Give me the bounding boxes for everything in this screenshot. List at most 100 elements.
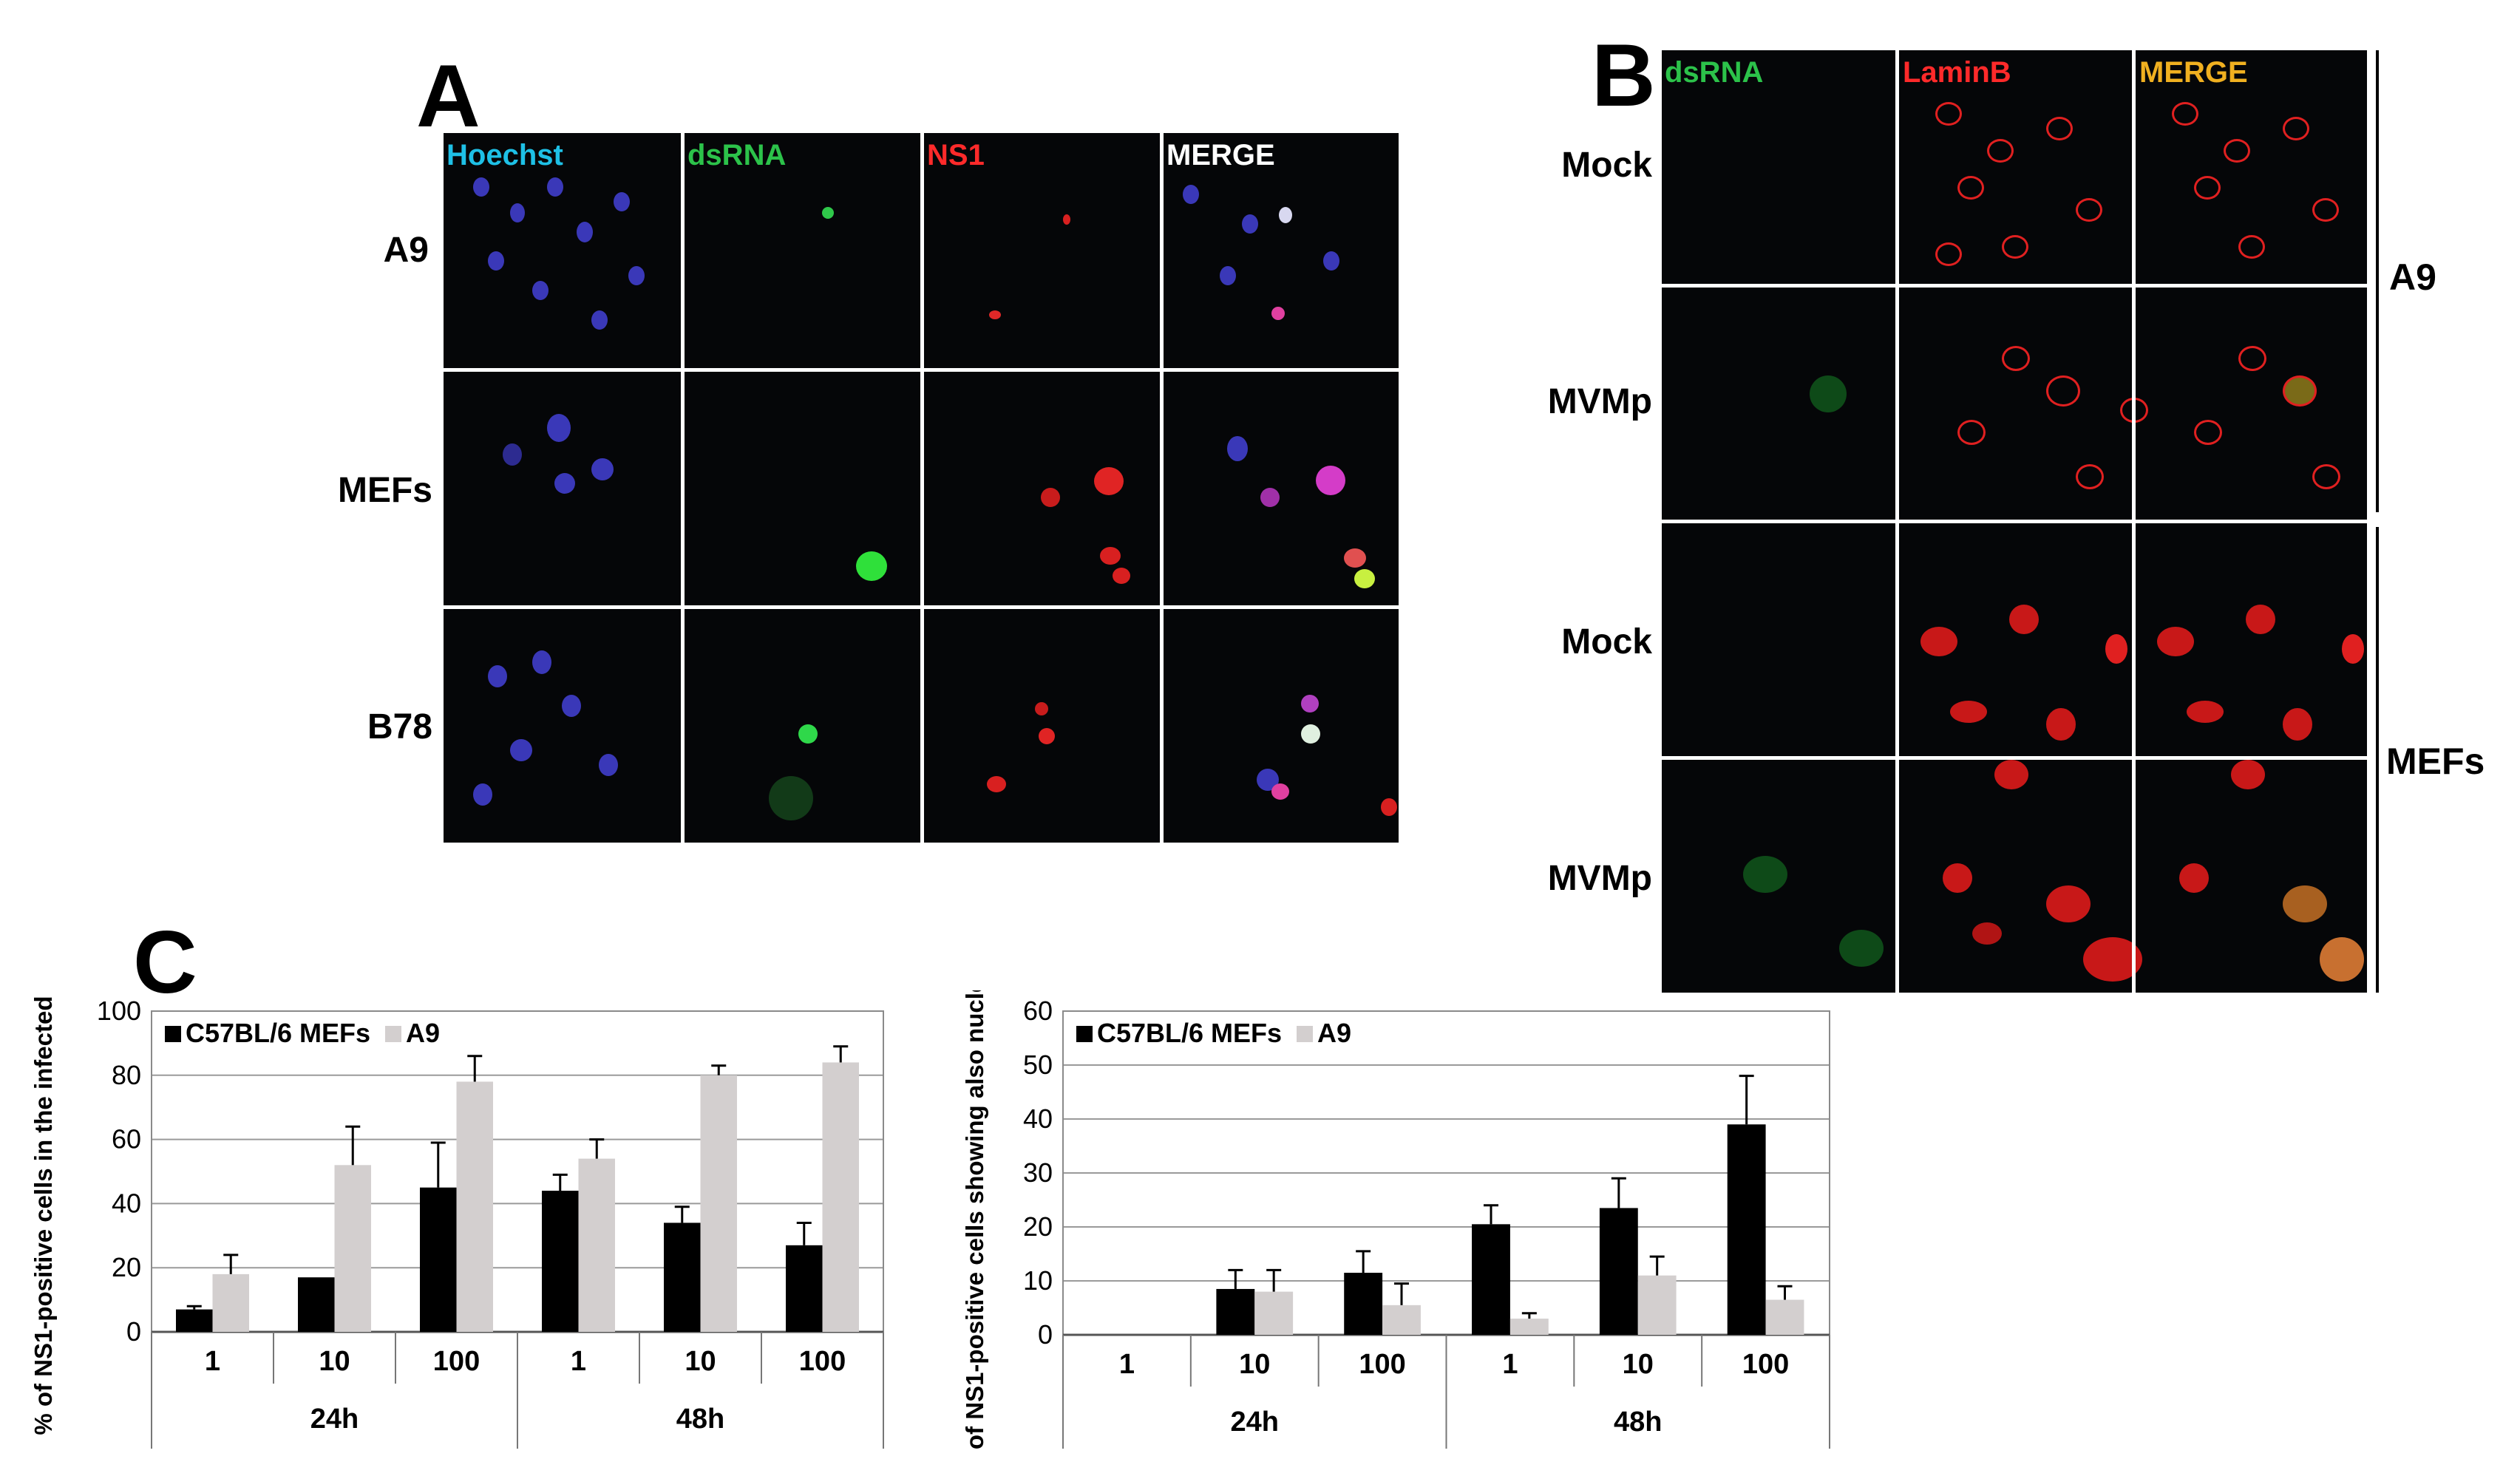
panel-a-channel-dsrna: dsRNA (687, 139, 787, 171)
lamin-nucleus (1972, 922, 2002, 945)
bar-mefs (1472, 1224, 1510, 1335)
grid-divider (444, 605, 1399, 609)
lamin-nucleus (2002, 235, 2028, 259)
nucleus (488, 251, 504, 271)
ns1-spot (987, 776, 1006, 792)
lamin-nucleus (2172, 102, 2198, 126)
chart-1: 0 20 40 60 80 100 1 10 100 1 10 100 24h 48h C57BL/6 ME… (30, 990, 884, 1449)
bar-mefs (420, 1187, 457, 1332)
chart-2: 0 10 20 30 40 50 60 1 10 100 1 10 100 24h 48h C57BL/6 M… (961, 990, 1830, 1449)
bar-a9 (578, 1158, 615, 1332)
bar-mefs (1599, 1208, 1638, 1335)
nucleus (1271, 307, 1285, 320)
lamin-nucleus (2187, 701, 2224, 723)
nucleus (1344, 548, 1366, 568)
dsrna-spot (822, 207, 834, 219)
nucleus (532, 281, 549, 300)
x-tick-label: 10 (1239, 1349, 1270, 1380)
y-tick-label: 20 (112, 1252, 141, 1282)
y-tick-label: 50 (1023, 1050, 1053, 1080)
ns1-spot (1113, 568, 1130, 584)
nucleus (1242, 214, 1258, 234)
group-bracket-a9 (2376, 50, 2379, 512)
nucleus (591, 458, 614, 480)
ns1-spot (1039, 728, 1055, 744)
x-tick-label: 1 (571, 1346, 586, 1377)
bar-a9 (1254, 1291, 1294, 1335)
dsrna-spot (798, 724, 818, 744)
nucleus (1354, 569, 1375, 588)
lamin-nucleus (2194, 420, 2222, 445)
legend-swatch (165, 1026, 181, 1042)
nucleus (473, 177, 489, 197)
group-label: 24h (1231, 1407, 1279, 1438)
legend-label: A9 (1317, 1018, 1351, 1048)
group-label-a9: A9 (2389, 256, 2436, 298)
panel-a-channel-merge: MERGE (1166, 139, 1275, 171)
y-tick-label: 40 (1023, 1103, 1053, 1134)
nucleus (599, 754, 618, 776)
lamin-nucleus (2342, 634, 2364, 664)
x-tick-label: 100 (1359, 1349, 1405, 1380)
bar-a9 (822, 1062, 859, 1332)
bar-a9 (700, 1075, 737, 1332)
ns1-spot (1035, 702, 1048, 715)
bar-a9 (1509, 1319, 1549, 1335)
y-tick-label: 0 (126, 1316, 141, 1347)
ns1-spot (1381, 798, 1397, 816)
y-tick-label: 60 (112, 1124, 141, 1154)
lamin-nucleus (1943, 863, 1972, 893)
bar-mefs (298, 1277, 335, 1332)
grid-divider (1662, 520, 2367, 523)
x-tick-label: 10 (685, 1346, 716, 1377)
ns1-spot (1094, 467, 1124, 495)
nucleus (1301, 695, 1319, 713)
x-tick-label: 100 (1742, 1349, 1789, 1380)
group-bracket-mefs (2376, 527, 2379, 993)
nucleus (1260, 488, 1280, 507)
lamin-nucleus (2105, 634, 2127, 664)
grid-divider (444, 368, 1399, 372)
lamin-nucleus (1957, 420, 1986, 445)
lamin-nucleus (2194, 176, 2221, 200)
lamin-nucleus (2312, 198, 2339, 222)
x-tick-label: 100 (433, 1346, 480, 1377)
legend-swatch (385, 1026, 401, 1042)
panel-b-row-label-mvmp-a9: MVMp (1547, 382, 1652, 421)
y-tick-label: 10 (1023, 1265, 1053, 1296)
nucleus (1183, 185, 1199, 204)
lamin-nucleus (2238, 346, 2266, 371)
lamin-nucleus (1935, 102, 1962, 126)
lamin-nucleus (2157, 627, 2194, 656)
legend-label: A9 (406, 1018, 440, 1048)
group-label-mefs: MEFs (2386, 741, 2485, 782)
nucleus (1220, 266, 1236, 285)
grid-divider (1160, 133, 1164, 843)
bar-mefs (786, 1245, 823, 1332)
lamin-nucleus (2076, 464, 2104, 489)
nucleus (488, 665, 507, 687)
lamin-nucleus (2246, 605, 2275, 634)
nucleus (554, 473, 575, 494)
lamin-nucleus (1987, 139, 2014, 163)
lamin-nucleus (2046, 117, 2073, 140)
plot-frame (151, 1010, 884, 1333)
x-tick-label: 1 (205, 1346, 220, 1377)
y-tick-label: 30 (1023, 1157, 1053, 1188)
legend-label: C57BL/6 MEFs (186, 1018, 370, 1048)
bar-a9 (212, 1273, 249, 1332)
bar-a9 (334, 1165, 371, 1332)
grid-divider (1662, 284, 2367, 288)
panel-b-row-label-mock-a9: Mock (1561, 146, 1652, 185)
nucleus (473, 783, 492, 806)
lamin-nucleus (2312, 464, 2340, 489)
nucleus (591, 310, 608, 330)
grid-divider (681, 133, 685, 843)
group-label: 48h (1614, 1407, 1662, 1438)
panel-b-row-label-mock-mefs: Mock (1561, 622, 1652, 662)
lamin-nucleus (2283, 117, 2309, 140)
group-label: 48h (676, 1404, 724, 1435)
lamin-nucleus (1957, 176, 1984, 200)
dsrna-spot (1743, 856, 1787, 893)
bar-mefs (1344, 1273, 1383, 1335)
